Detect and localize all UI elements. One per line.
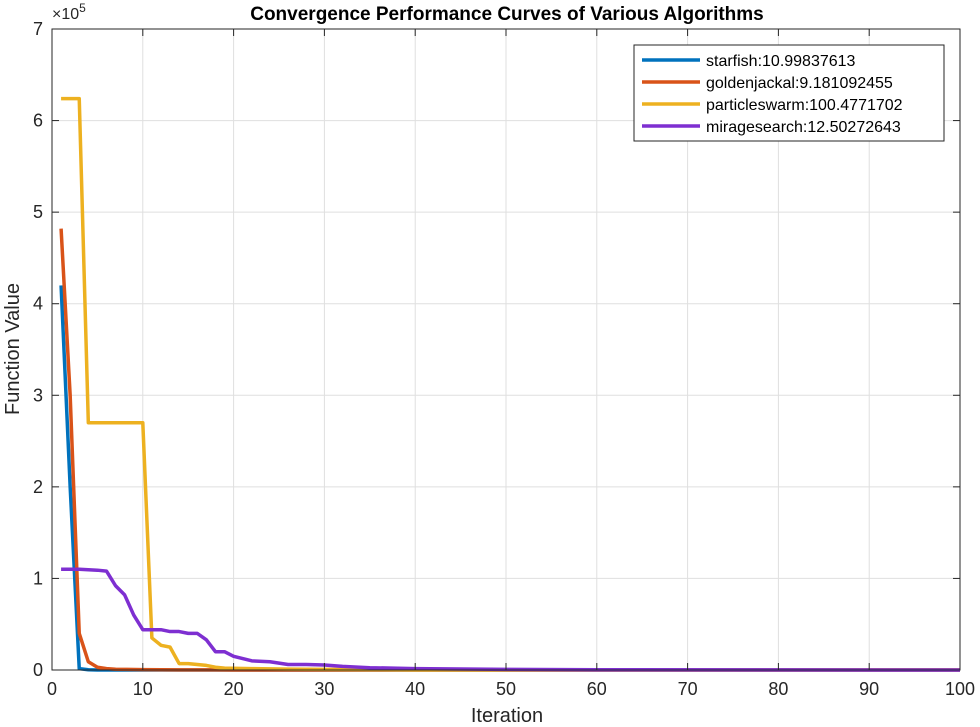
- y-tick-label: 5: [33, 202, 43, 222]
- y-tick-label: 4: [33, 294, 43, 314]
- x-tick-label: 60: [587, 679, 607, 699]
- x-tick-label: 30: [314, 679, 334, 699]
- y-tick-label: 7: [33, 19, 43, 39]
- y-tick-label: 0: [33, 660, 43, 680]
- chart-title: Convergence Performance Curves of Variou…: [250, 4, 764, 25]
- legend-entry-label: goldenjackal:9.181092455: [706, 75, 893, 92]
- y-tick-label: 2: [33, 477, 43, 497]
- y-tick-label: 3: [33, 385, 43, 405]
- y-tick-label: 1: [33, 568, 43, 588]
- x-tick-label: 40: [405, 679, 425, 699]
- x-tick-label: 100: [945, 679, 975, 699]
- legend-entry-label: particleswarm:100.4771702: [706, 97, 903, 114]
- x-tick-label: 90: [859, 679, 879, 699]
- legend: starfish:10.99837613 goldenjackal:9.18109…: [633, 44, 945, 142]
- x-axis-title: Iteration: [471, 705, 543, 727]
- x-tick-label: 50: [496, 679, 516, 699]
- y-axis-exponent-power: 5: [79, 1, 86, 15]
- x-tick-label: 10: [133, 679, 153, 699]
- y-tick-label: 6: [33, 111, 43, 131]
- legend-entry-label: miragesearch:12.50272643: [706, 119, 901, 136]
- ticks: 0 10 20 30 40 50 60 70 80 90 100 0 1 2 3 4 5 6 7: [33, 19, 975, 699]
- y-axis-exponent: ×105: [52, 1, 86, 23]
- x-tick-label: 80: [768, 679, 788, 699]
- y-axis-title: Function Value: [2, 283, 24, 415]
- x-tick-label: 0: [47, 679, 57, 699]
- x-tick-label: 70: [678, 679, 698, 699]
- series-line-4: [61, 567, 961, 672]
- y-axis-exponent-base: ×10: [52, 6, 79, 23]
- legend-entry-label: starfish:10.99837613: [706, 53, 856, 70]
- x-tick-label: 20: [224, 679, 244, 699]
